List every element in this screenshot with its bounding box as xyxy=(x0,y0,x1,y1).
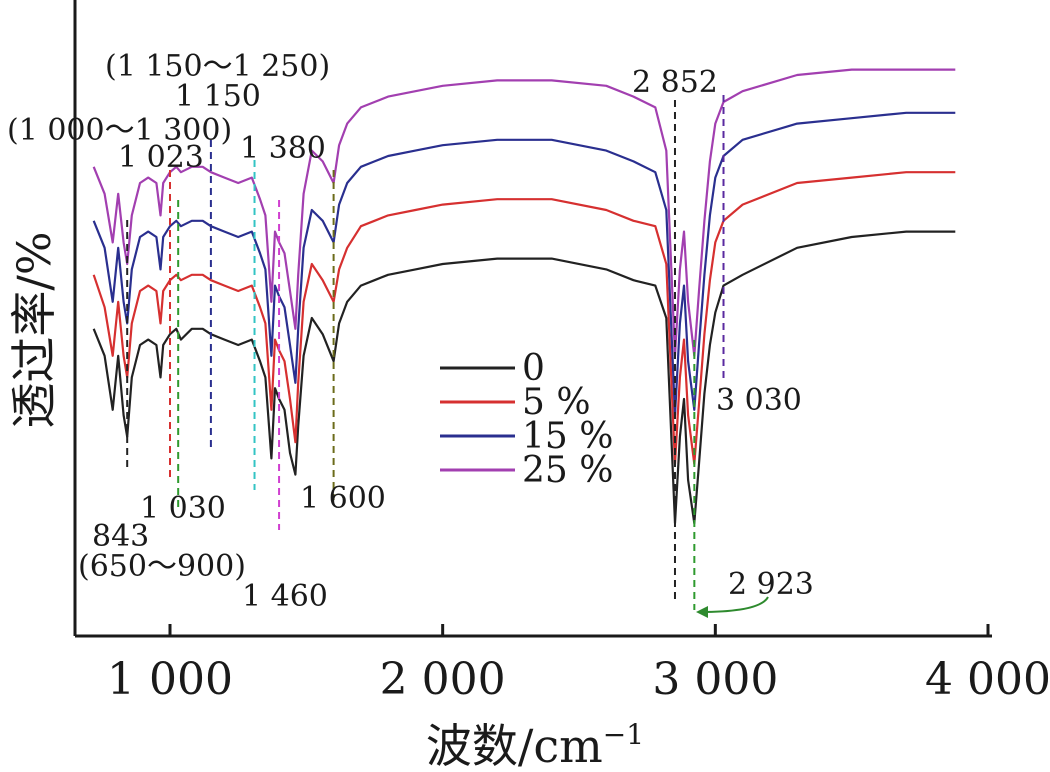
annotation-1460: 1 460 xyxy=(242,579,328,614)
annotation-1023: 1 023 xyxy=(118,140,204,175)
x-tick-label-2000: 2 000 xyxy=(380,654,506,705)
series-line-3 xyxy=(92,68,956,357)
x-axis-title: 波数/cm−1 xyxy=(426,718,644,772)
x-axis-title-text: 波数/cm xyxy=(426,719,603,772)
legend-label-0: 0 xyxy=(522,348,545,389)
x-tick-label-1000: 1 000 xyxy=(107,654,233,705)
x-ticks: 1 000 2 000 3 000 4 000 xyxy=(107,624,1050,705)
legend: 0 5 % 15 % 25 % xyxy=(440,348,613,491)
series-line-1 xyxy=(92,171,956,465)
annotation-1150: 1 150 xyxy=(175,79,261,114)
annotation-650-900-range: (650～900) xyxy=(78,549,246,584)
series-line-2 xyxy=(92,111,956,417)
y-axis-title: 透过率/% xyxy=(7,231,61,428)
x-axis-title-superscript: −1 xyxy=(603,718,644,751)
annotation-2923-arrow xyxy=(699,596,769,613)
legend-label-15: 15 % xyxy=(522,416,613,457)
legend-label-5: 5 % xyxy=(522,382,591,423)
annotation-1380: 1 380 xyxy=(240,131,326,166)
series-lines xyxy=(92,68,956,525)
legend-label-25: 25 % xyxy=(522,450,613,491)
annotation-1030: 1 030 xyxy=(140,491,226,526)
annotation-2852: 2 852 xyxy=(632,65,718,100)
x-tick-label-4000: 4 000 xyxy=(925,654,1050,705)
annotation-1000-1300-range: (1 000～1 300) xyxy=(7,113,232,148)
annotation-2923: 2 923 xyxy=(728,567,814,602)
annotation-3030: 3 030 xyxy=(716,383,802,418)
series-line-0 xyxy=(92,230,956,525)
annotation-1600: 1 600 xyxy=(300,481,386,516)
reference-lines xyxy=(126,95,725,610)
annotation-843: 843 xyxy=(92,519,149,554)
annotation-1150-1250-range: (1 150～1 250) xyxy=(105,49,330,84)
annotation-2923-arrowhead xyxy=(696,606,708,618)
x-tick-label-3000: 3 000 xyxy=(652,654,778,705)
